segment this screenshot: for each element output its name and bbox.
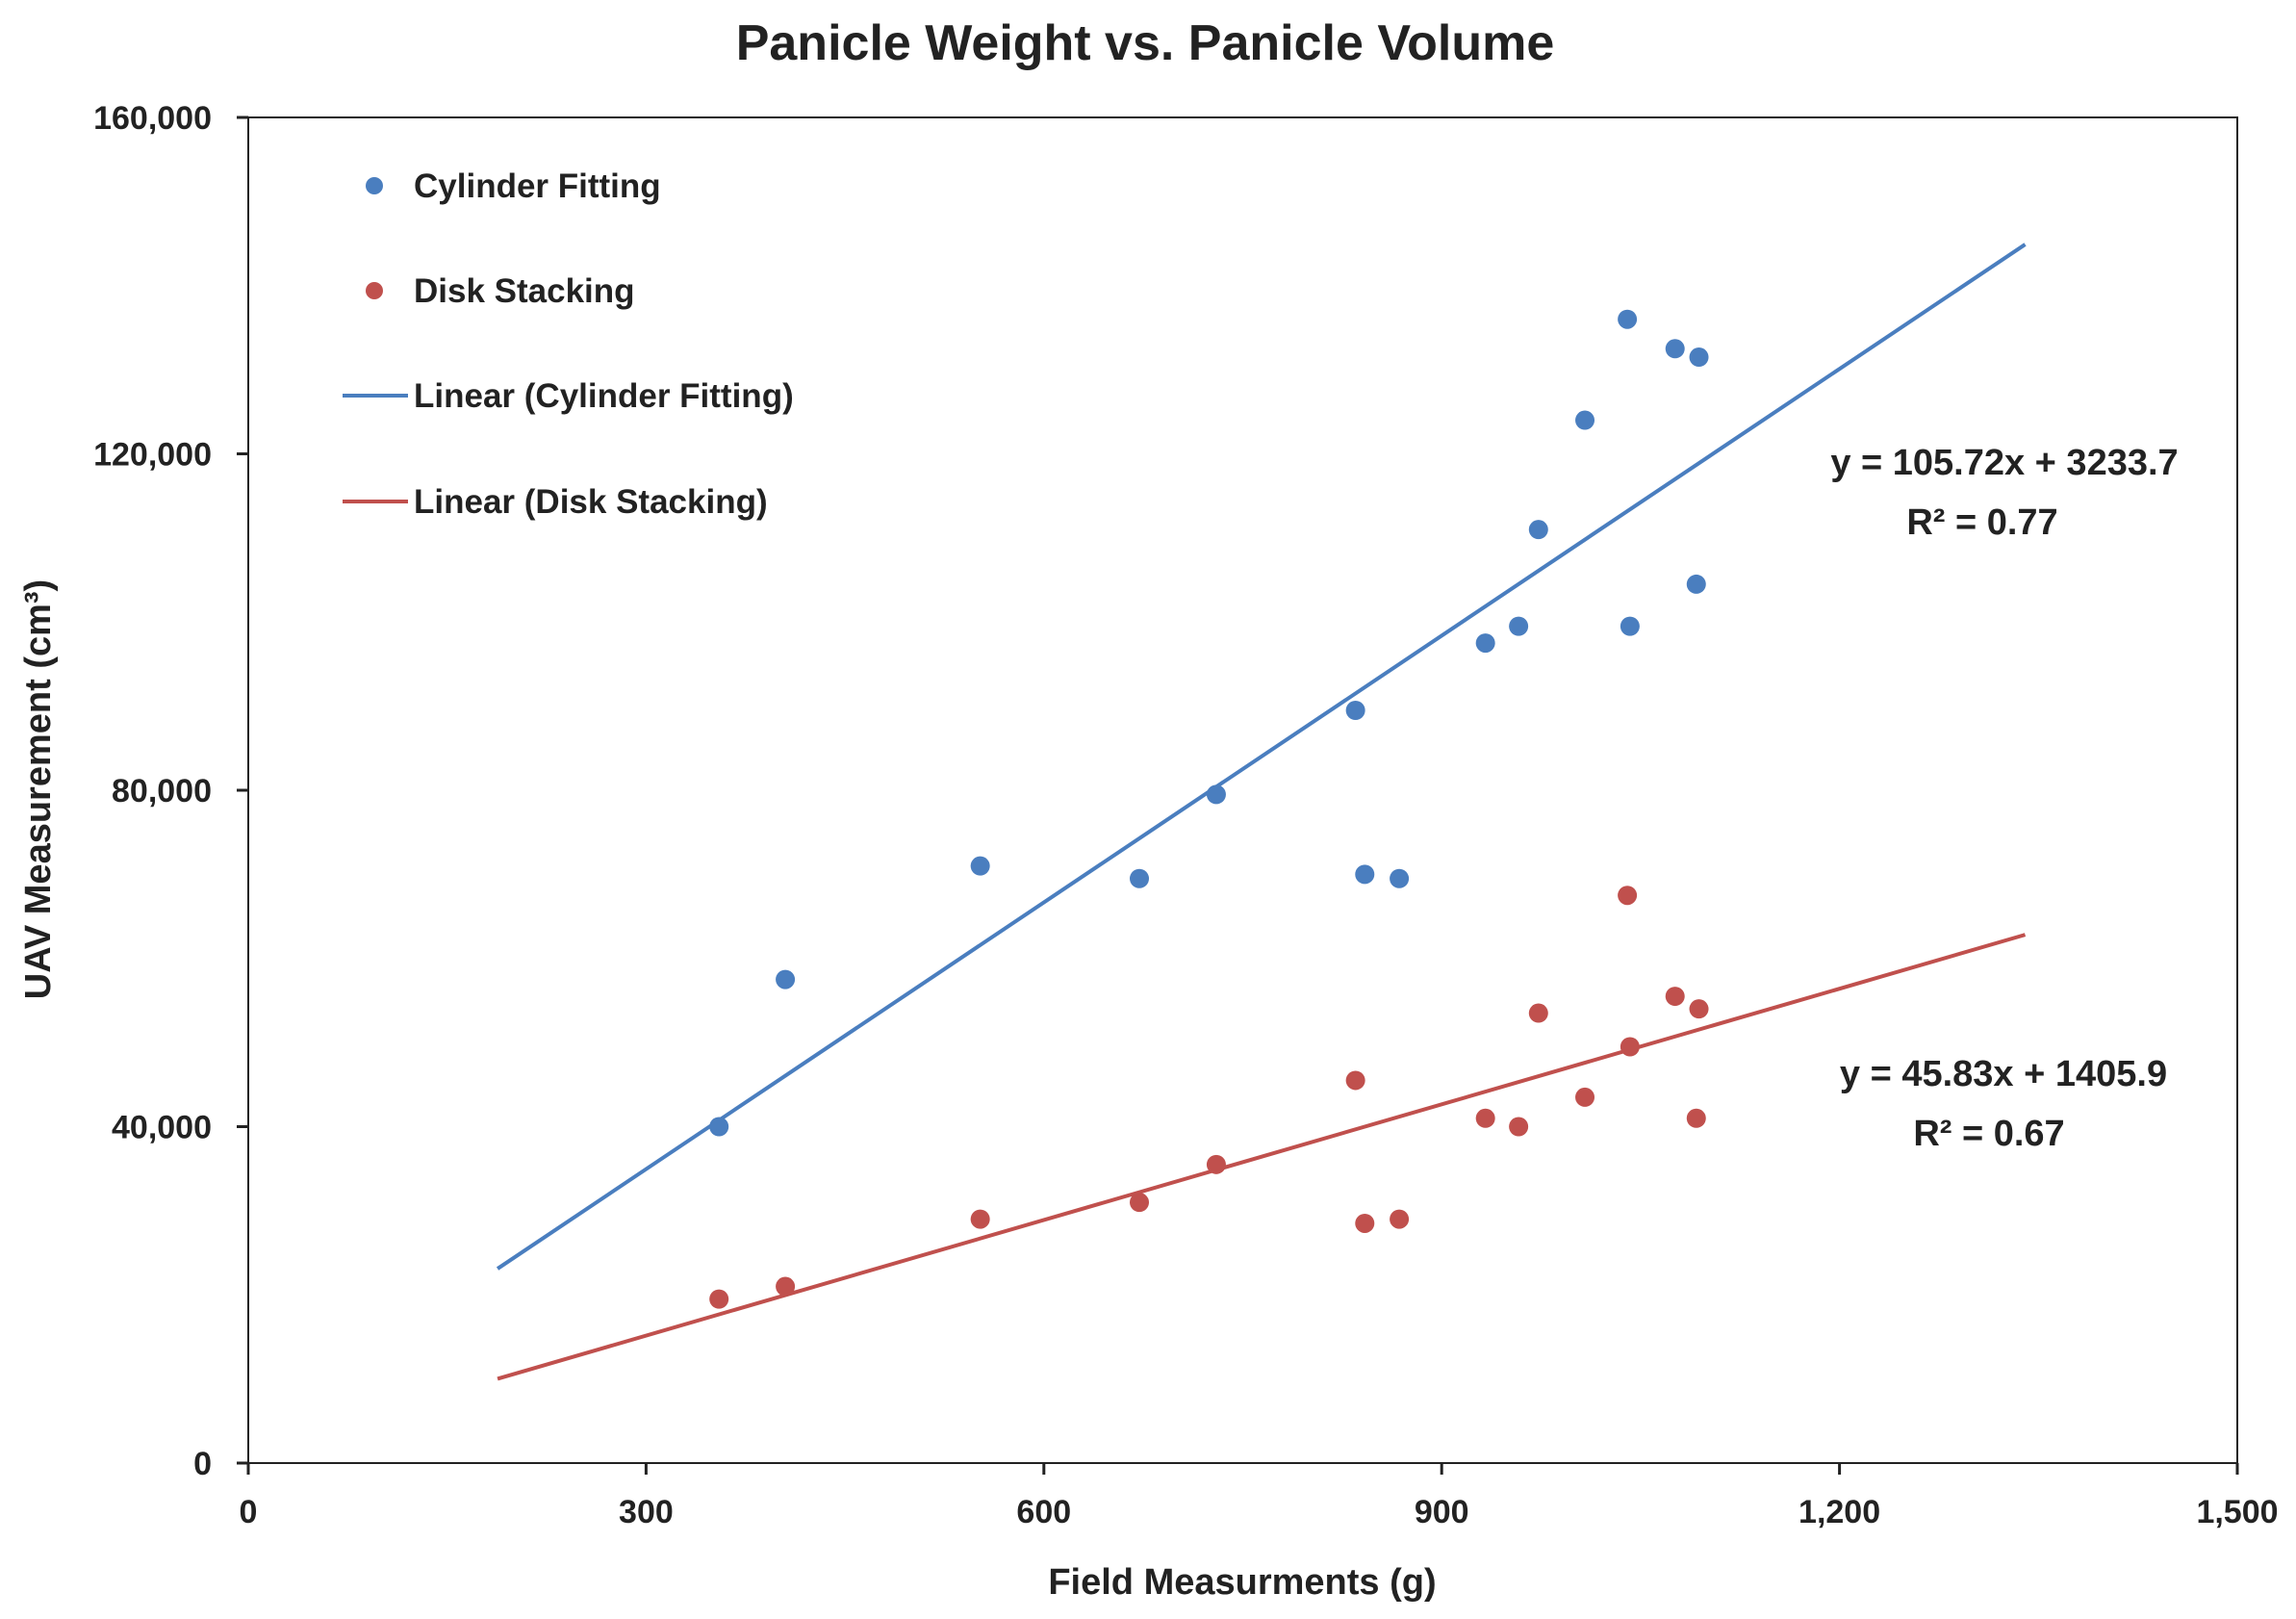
x-tick-label: 1,200 <box>1799 1494 1880 1530</box>
legend-marker-disk-stacking <box>366 282 383 299</box>
point-cylinder-fitting <box>1206 784 1226 805</box>
point-disk-stacking <box>1390 1209 1410 1229</box>
point-disk-stacking <box>1620 1037 1640 1057</box>
equation-cylinder-r2: R² = 0.77 <box>1906 502 2057 543</box>
point-cylinder-fitting <box>1689 347 1709 368</box>
trendline-linear-cylinder-fitting <box>496 243 2027 1271</box>
trendlines <box>496 243 2027 1381</box>
point-cylinder-fitting <box>1665 339 1685 359</box>
point-cylinder-fitting <box>1130 868 1150 888</box>
point-cylinder-fitting <box>1355 864 1375 885</box>
point-disk-stacking <box>970 1209 990 1229</box>
x-tick-label: 600 <box>1016 1494 1071 1530</box>
point-cylinder-fitting <box>709 1117 729 1137</box>
point-cylinder-fitting <box>1528 520 1548 540</box>
point-disk-stacking <box>1528 1003 1548 1023</box>
data-points <box>709 309 1709 1309</box>
point-disk-stacking <box>1475 1108 1495 1128</box>
point-disk-stacking <box>1575 1087 1595 1107</box>
equation-disk-line1: y = 45.83x + 1405.9 <box>1840 1054 2167 1094</box>
point-disk-stacking <box>709 1289 729 1309</box>
point-disk-stacking <box>1206 1154 1226 1174</box>
point-cylinder-fitting <box>1575 410 1595 430</box>
x-tick-label: 1,500 <box>2196 1494 2278 1530</box>
x-axis-ticks: 0 300 600 900 1,200 1,500 <box>240 1463 2279 1530</box>
x-tick-label: 0 <box>240 1494 258 1530</box>
x-tick-label: 900 <box>1415 1494 1469 1530</box>
y-tick-label: 120,000 <box>93 437 212 474</box>
point-disk-stacking <box>1509 1117 1529 1137</box>
point-disk-stacking <box>1345 1070 1365 1091</box>
plot-area-frame <box>247 116 2238 1464</box>
point-disk-stacking <box>776 1276 796 1297</box>
equation-cylinder-line1: y = 105.72x + 3233.7 <box>1830 443 2178 483</box>
x-tick-label: 300 <box>619 1494 674 1530</box>
y-axis-ticks: 0 40,000 80,000 120,000 160,000 <box>93 100 248 1482</box>
point-cylinder-fitting <box>1620 616 1640 636</box>
equation-disk-r2: R² = 0.67 <box>1913 1114 2064 1154</box>
point-cylinder-fitting <box>1618 309 1638 329</box>
legend-label-linear-cylinder-fitting: Linear (Cylinder Fitting) <box>414 377 794 415</box>
equation-disk-stacking: y = 45.83x + 1405.9 R² = 0.67 <box>1840 1054 2167 1154</box>
legend-marker-cylinder-fitting <box>366 177 383 194</box>
trendline-linear-disk-stacking <box>497 933 2027 1381</box>
point-cylinder-fitting <box>1686 574 1706 594</box>
legend: Cylinder Fitting Disk Stacking Linear (C… <box>343 167 794 521</box>
point-disk-stacking <box>1689 999 1709 1019</box>
legend-label-disk-stacking: Disk Stacking <box>414 272 635 310</box>
point-disk-stacking <box>1130 1193 1150 1213</box>
equation-cylinder-fitting: y = 105.72x + 3233.7 R² = 0.77 <box>1830 443 2178 543</box>
point-disk-stacking <box>1355 1213 1375 1233</box>
legend-label-cylinder-fitting: Cylinder Fitting <box>414 167 661 205</box>
y-axis-title: UAV Measurement (cm³) <box>18 579 59 999</box>
legend-label-linear-disk-stacking: Linear (Disk Stacking) <box>414 483 768 521</box>
point-cylinder-fitting <box>1390 868 1410 888</box>
point-cylinder-fitting <box>1509 616 1529 636</box>
y-tick-label: 160,000 <box>93 100 212 137</box>
x-axis-title: Field Measurments (g) <box>1048 1562 1436 1603</box>
point-cylinder-fitting <box>776 969 796 989</box>
point-disk-stacking <box>1618 886 1638 906</box>
y-tick-label: 80,000 <box>112 773 212 810</box>
y-tick-label: 0 <box>193 1446 212 1482</box>
point-disk-stacking <box>1665 987 1685 1007</box>
point-cylinder-fitting <box>970 856 990 876</box>
point-cylinder-fitting <box>1475 633 1495 654</box>
chart-title: Panicle Weight vs. Panicle Volume <box>736 15 1555 71</box>
point-cylinder-fitting <box>1345 700 1365 720</box>
point-disk-stacking <box>1686 1108 1706 1128</box>
y-tick-label: 40,000 <box>112 1110 212 1146</box>
